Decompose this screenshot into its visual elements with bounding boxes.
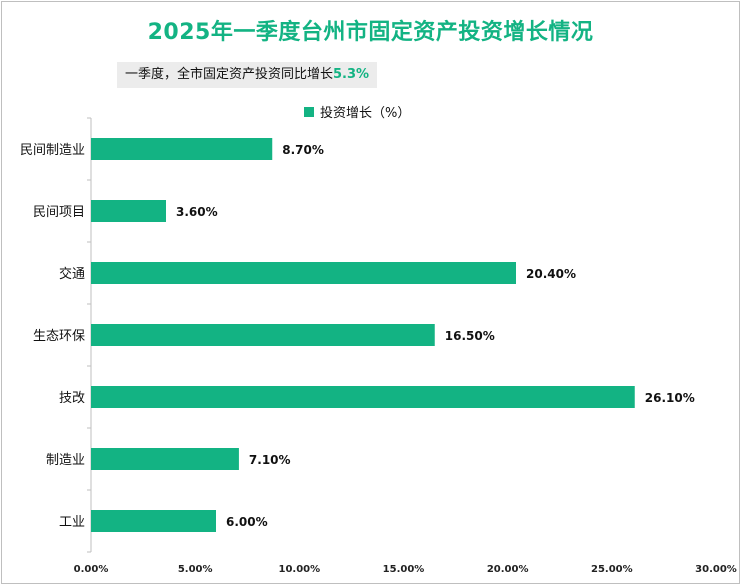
- data-label: 8.70%: [282, 143, 324, 157]
- data-label: 3.60%: [176, 205, 218, 219]
- legend-label: 投资增长（%）: [320, 106, 411, 121]
- data-label: 26.10%: [645, 391, 695, 405]
- category-label: 民间项目: [33, 205, 85, 220]
- data-label: 6.00%: [226, 515, 268, 529]
- subtitle-box: 一季度，全市固定资产投资同比增长5.3%: [117, 62, 378, 88]
- category-label: 民间制造业: [20, 143, 85, 158]
- x-tick-label: 30.00%: [695, 564, 737, 575]
- category-label: 制造业: [46, 453, 85, 468]
- data-label: 20.40%: [526, 267, 576, 281]
- subtitle-value: 5.3%: [333, 67, 370, 82]
- data-label: 16.50%: [445, 329, 495, 343]
- chart-title: 2025年一季度台州市固定资产投资增长情况: [147, 20, 594, 45]
- x-tick-label: 10.00%: [279, 564, 321, 575]
- bar-5: [91, 448, 239, 470]
- bar-4: [91, 386, 635, 408]
- x-tick-label: 20.00%: [487, 564, 529, 575]
- x-tick-label: 0.00%: [74, 564, 109, 575]
- bar-3: [91, 324, 435, 346]
- bar-2: [91, 262, 516, 284]
- category-label: 工业: [59, 515, 85, 530]
- subtitle-text: 一季度，全市固定资产投资同比增长: [125, 67, 334, 82]
- data-label: 7.10%: [249, 453, 291, 467]
- x-tick-label: 15.00%: [383, 564, 425, 575]
- bar-6: [91, 510, 216, 532]
- bar-0: [91, 138, 273, 160]
- category-label: 生态环保: [33, 329, 85, 344]
- category-label: 交通: [59, 266, 85, 282]
- legend-swatch: [304, 106, 314, 117]
- legend: 投资增长（%）: [304, 102, 410, 121]
- category-label: 技改: [59, 391, 85, 406]
- x-tick-label: 25.00%: [591, 564, 633, 575]
- x-tick-label: 5.00%: [178, 564, 213, 575]
- bar-1: [91, 200, 166, 222]
